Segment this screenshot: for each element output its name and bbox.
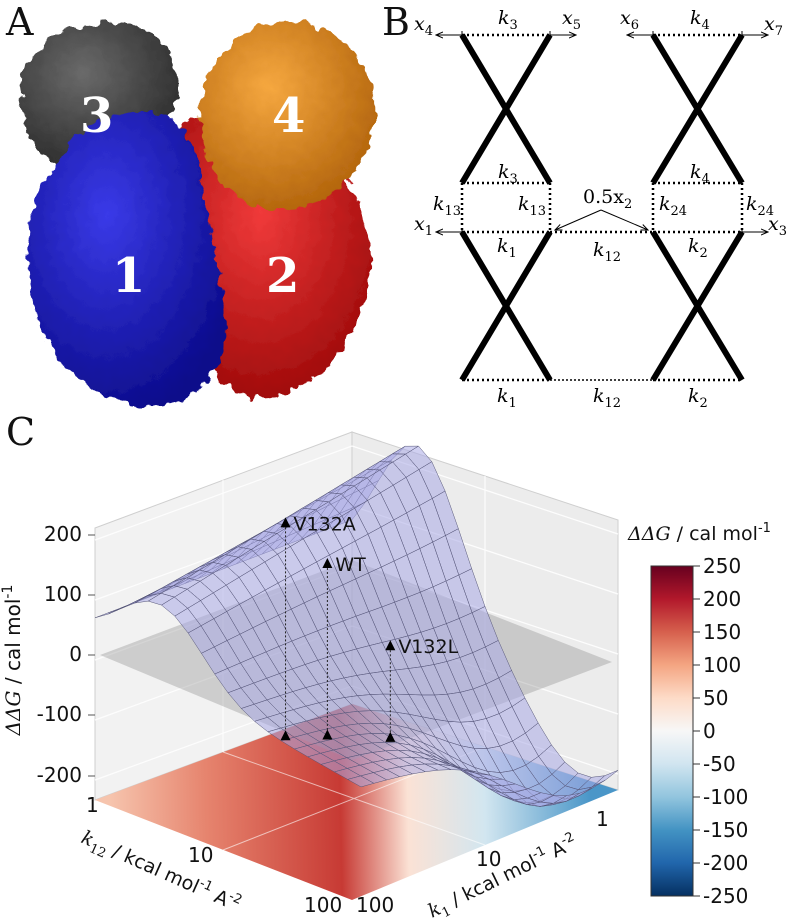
label-k13-right: k13 bbox=[518, 193, 546, 219]
label-k24-right: k24 bbox=[746, 193, 774, 219]
y-tick-100: 100 bbox=[304, 893, 342, 917]
subunit-4-shape bbox=[199, 21, 376, 210]
x-tick-1: 1 bbox=[596, 807, 609, 831]
panel-label-a: A bbox=[6, 0, 34, 44]
z-tick-neg100: -100 bbox=[37, 702, 82, 726]
panel-a-protein: 1 2 3 4 bbox=[19, 21, 376, 406]
z-tick-100: 100 bbox=[44, 582, 82, 606]
colorbar-tick-label: 0 bbox=[703, 719, 716, 743]
colorbar-title: ΔΔG / cal mol-1 bbox=[627, 521, 771, 545]
subunit-label-4: 4 bbox=[272, 88, 305, 144]
ddg-surface bbox=[94, 445, 619, 807]
colorbar-tick-label: -250 bbox=[703, 884, 748, 908]
z-tick-neg200: -200 bbox=[37, 763, 82, 787]
label-k2-bot: k2 bbox=[688, 385, 708, 410]
point-marker-wt bbox=[322, 557, 333, 568]
y-tick-1: 1 bbox=[86, 793, 99, 817]
arrow-x2-left bbox=[555, 209, 602, 230]
colorbar-tick-label: -100 bbox=[703, 785, 748, 809]
label-x2-half: 0.5x2 bbox=[583, 186, 632, 212]
subunit-label-3: 3 bbox=[80, 88, 113, 144]
z-axis-label: ΔΔG / cal mol-1 bbox=[0, 585, 25, 737]
label-k4-top: k4 bbox=[690, 7, 710, 33]
x-tick-100: 100 bbox=[356, 893, 394, 917]
label-x3: x3 bbox=[768, 213, 787, 239]
bar-left-bot-b bbox=[459, 230, 553, 382]
panel-label-c: C bbox=[6, 410, 36, 454]
floor-marker-wt bbox=[322, 729, 333, 740]
label-x4: x4 bbox=[414, 13, 433, 39]
label-k3-top: k3 bbox=[498, 7, 518, 33]
panel-label-b: B bbox=[382, 0, 410, 44]
colorbar-tick-label: -150 bbox=[703, 818, 748, 842]
label-k1-mid: k1 bbox=[497, 235, 517, 261]
label-x6: x6 bbox=[620, 7, 639, 33]
point-marker-v132l bbox=[385, 640, 396, 651]
bar-left-top-b bbox=[459, 33, 553, 185]
arrow-x2-right bbox=[600, 209, 648, 230]
subunit-1-shape bbox=[27, 111, 226, 406]
label-k3-mid: k3 bbox=[498, 161, 518, 187]
surface-cell bbox=[347, 775, 375, 788]
colorbar-tick-label: 200 bbox=[703, 587, 741, 611]
label-k12-mid: k12 bbox=[593, 239, 621, 265]
floor-marker-v132a bbox=[280, 730, 291, 741]
label-k1-bot: k1 bbox=[497, 385, 517, 410]
bar-right-bot-b bbox=[650, 230, 745, 382]
x-tick-10: 10 bbox=[476, 847, 501, 871]
colorbar-tick-label: 250 bbox=[703, 554, 741, 578]
label-k2-mid: k2 bbox=[688, 235, 708, 261]
subunit-label-2: 2 bbox=[266, 248, 299, 304]
floor-marker-v132l bbox=[385, 731, 396, 742]
label-k24-left: k24 bbox=[659, 193, 687, 219]
label-k13-left: k13 bbox=[433, 193, 461, 219]
colorbar bbox=[650, 565, 694, 897]
bar-right-top-b bbox=[650, 33, 745, 185]
label-x1: x1 bbox=[414, 213, 433, 239]
colorbar-tick-label: 150 bbox=[703, 620, 741, 644]
point-label-wt: WT bbox=[335, 554, 366, 576]
subunit-label-1: 1 bbox=[112, 248, 145, 304]
colorbar-ticks: 250 200 150 100 50 0 -50 -100 -150 -200 -250 bbox=[693, 554, 748, 908]
z-tick-0: 0 bbox=[69, 642, 82, 666]
colorbar-tick-label: 50 bbox=[703, 686, 728, 710]
label-k12-bot: k12 bbox=[593, 385, 621, 410]
y-tick-10: 10 bbox=[188, 843, 213, 867]
label-x5: x5 bbox=[562, 7, 581, 33]
point-marker-v132a bbox=[280, 517, 291, 528]
label-x7: x7 bbox=[764, 13, 783, 39]
colorbar-tick-label: 100 bbox=[703, 653, 741, 677]
point-label-v132a: V132A bbox=[294, 513, 356, 535]
colorbar-tick-label: -50 bbox=[703, 752, 736, 776]
colorbar-tick-label: -200 bbox=[703, 851, 748, 875]
z-tick-200: 200 bbox=[44, 522, 82, 546]
panel-b-schematic: k3 k4 k3 k4 k13 k13 k24 k24 k1 k2 k12 k1… bbox=[414, 7, 787, 410]
mutant-points: V132A WT V132L bbox=[280, 513, 459, 742]
label-k4-mid: k4 bbox=[690, 161, 710, 187]
point-label-v132l: V132L bbox=[398, 636, 458, 658]
